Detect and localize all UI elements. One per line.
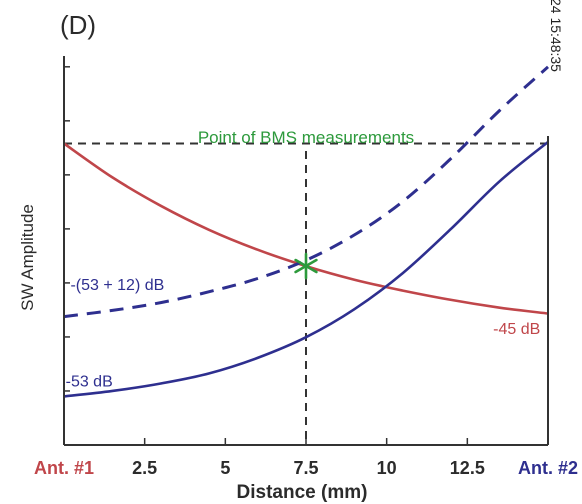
y-axis-label: SW Amplitude	[18, 204, 37, 311]
x-tick-label: 2.5	[132, 458, 157, 478]
panel-label: (D)	[60, 10, 97, 40]
x-axis-label: Distance (mm)	[237, 482, 368, 503]
x-tick-label: Ant. #1	[34, 458, 94, 478]
x-tick-label: 10	[377, 458, 397, 478]
star-stroke	[294, 258, 318, 274]
x-tick-label: 7.5	[293, 458, 318, 478]
series-line-1	[63, 140, 549, 398]
measurement-point-marker	[294, 252, 318, 280]
x-tick-label: 12.5	[450, 458, 485, 478]
x-tick-label: 5	[220, 458, 230, 478]
curve-label: -45 dB	[493, 321, 540, 338]
x-tick-label: Ant. #2	[518, 458, 578, 478]
point-of-bms-label: Point of BMS measurements	[198, 128, 414, 147]
curve-label: -(53 + 12) dB	[70, 277, 164, 294]
curve-label: -53 dB	[66, 374, 113, 391]
